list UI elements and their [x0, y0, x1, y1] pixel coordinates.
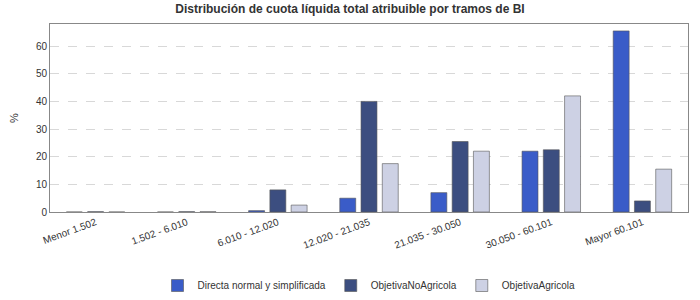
svg-text:12.020 - 21.035: 12.020 - 21.035 [302, 216, 372, 250]
svg-text:Menor 1.502: Menor 1.502 [41, 216, 98, 246]
svg-text:Directa normal y simplificada: Directa normal y simplificada [198, 280, 326, 291]
svg-text:%: % [8, 113, 20, 123]
svg-text:50: 50 [36, 68, 48, 79]
svg-text:ObjetivaNoAgricola: ObjetivaNoAgricola [371, 280, 457, 291]
svg-text:60: 60 [36, 41, 48, 52]
svg-text:20: 20 [36, 151, 48, 162]
svg-text:10: 10 [36, 179, 48, 190]
svg-text:Mayor 60.101: Mayor 60.101 [584, 216, 646, 247]
svg-text:40: 40 [36, 96, 48, 107]
svg-text:30: 30 [36, 124, 48, 135]
svg-text:21.035 - 30.050: 21.035 - 30.050 [393, 216, 463, 250]
svg-text:30.050 - 60.101: 30.050 - 60.101 [484, 216, 554, 250]
svg-text:ObjetivaAgricola: ObjetivaAgricola [502, 280, 575, 291]
svg-text:1.502 - 6.010: 1.502 - 6.010 [130, 216, 190, 247]
svg-text:Distribución de cuota líquida: Distribución de cuota líquida total atri… [175, 2, 524, 16]
svg-text:0: 0 [41, 207, 47, 218]
svg-text:6.010 - 12.020: 6.010 - 12.020 [216, 216, 281, 249]
